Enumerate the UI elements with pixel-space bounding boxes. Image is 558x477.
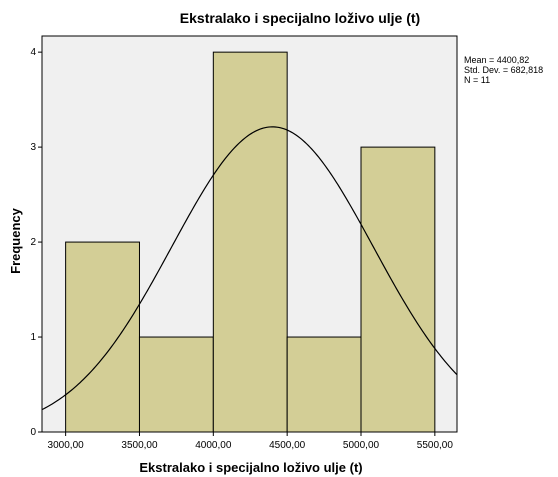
x-tick-label: 3000,00 (48, 440, 85, 451)
y-tick-label: 4 (30, 47, 36, 58)
chart-title: Ekstralako i specijalno loživo ulje (t) (180, 10, 420, 26)
stat-n: N = 11 (464, 75, 491, 85)
histogram-bar (65, 241, 140, 433)
x-tick-label: 4000,00 (195, 440, 232, 451)
normal-curve (41, 126, 458, 411)
y-tick-label: 2 (30, 237, 36, 248)
x-tick-label: 3500,00 (121, 440, 158, 451)
histogram-bar (286, 336, 362, 433)
stat-mean: Mean = 4400,82 (464, 55, 530, 65)
y-tick-label: 3 (30, 142, 36, 153)
y-axis-label: Frequency (8, 207, 23, 274)
stats-box: Mean = 4400,82 Std. Dev. = 682,818 N = 1… (464, 55, 543, 85)
x-tick-label: 4500,00 (269, 440, 306, 451)
stat-std-dev: Std. Dev. = 682,818 (464, 65, 544, 75)
histogram-bar (212, 51, 288, 433)
y-tick-label: 1 (30, 332, 36, 343)
y-tick-label: 0 (30, 427, 36, 438)
x-tick-label: 5500,00 (417, 440, 454, 451)
x-axis-label: Ekstralako i specijalno loživo ulje (t) (139, 460, 362, 475)
histogram-bar (360, 146, 436, 433)
x-tick-label: 5000,00 (343, 440, 380, 451)
histogram-bar (138, 336, 214, 433)
